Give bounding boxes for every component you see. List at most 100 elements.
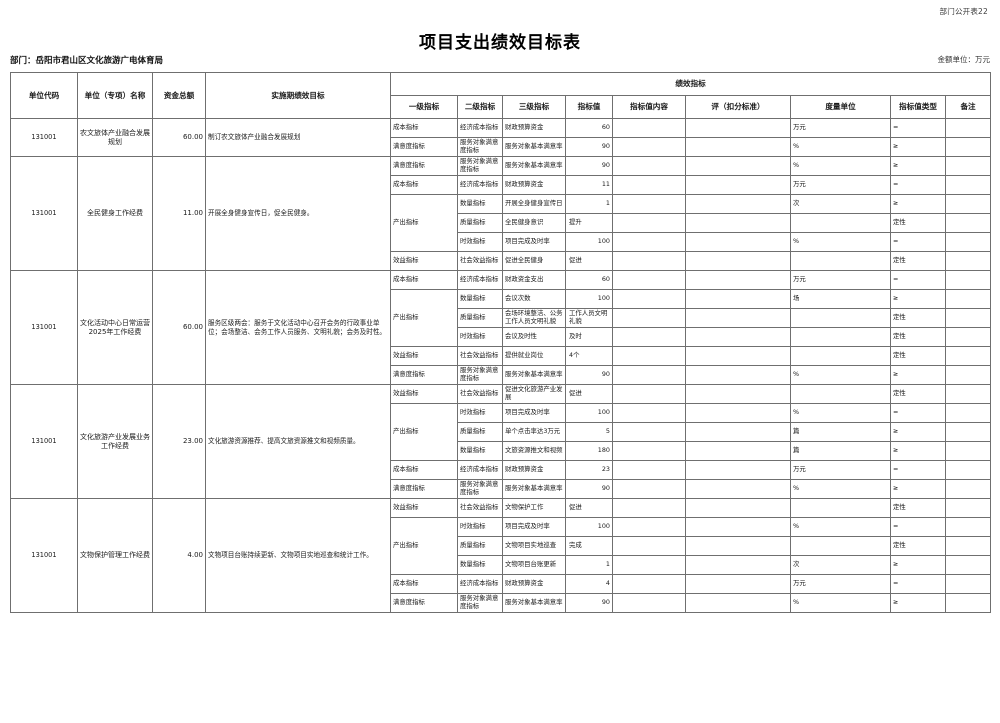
cell-remark	[944, 365, 992, 385]
cell-level2: 时效指标	[457, 232, 503, 252]
cell-indicator-value: 60	[565, 270, 613, 290]
cell-score-standard	[685, 213, 791, 233]
cell-level3: 服务对象基本满意率	[502, 137, 566, 157]
cell-level1: 效益指标	[390, 346, 458, 366]
col-level3: 三级指标	[502, 95, 566, 119]
table-row: 满意度指标 服务对象满意度指标 服务对象基本满意率 90% ≥	[11, 479, 992, 499]
cell-level3: 财政预算资金	[502, 175, 566, 195]
cell-remark	[944, 441, 992, 461]
table-row: 131001 文物保护管理工作经费 4.00 文物项目台账持续更新、文物项目实地巡查和…	[10, 498, 992, 613]
cell-level1: 效益指标	[390, 384, 458, 404]
cell-level3: 服务对象基本满意率	[502, 365, 566, 385]
col-score-standard: 评（扣分标准）	[685, 95, 791, 119]
cell-level2: 社会效益指标	[457, 251, 503, 271]
cell-level3: 服务对象基本满意率	[502, 593, 566, 613]
cell-level1: 成本指标	[390, 118, 458, 138]
cell-unit-code: 131001	[10, 498, 78, 613]
table-row: 131001 全民健身工作经费 11.00 开展全身健身宣传日，促全民健身。 满意度指标…	[10, 156, 992, 271]
cell-level1: 效益指标	[390, 251, 458, 271]
cell-level3: 文物项目台账更新	[502, 555, 566, 575]
cell-indicator-content	[612, 593, 686, 613]
cell-level2: 社会效益指标	[457, 498, 503, 518]
cell-indicator-value: 90	[565, 593, 613, 613]
cell-score-standard	[685, 536, 791, 556]
cell-indicator-content	[612, 175, 686, 195]
cell-indicator-value: 100	[565, 517, 613, 537]
cell-score-standard	[685, 574, 791, 594]
cell-indicator-content	[612, 137, 686, 157]
table-row: 质量指标 单个点击率达3万元 5 篇 ≥	[11, 422, 992, 442]
cell-indicator-value: 促进	[565, 498, 613, 518]
cell-level2: 质量指标	[457, 213, 503, 233]
cell-level3: 财政预算资金	[502, 460, 566, 480]
cell-value-type: 定性	[890, 498, 946, 518]
cell-indicator-value: 工作人员文明礼貌	[565, 308, 613, 328]
cell-value-type: ≥	[890, 289, 946, 309]
cell-measure-unit	[790, 308, 891, 328]
cell-level3: 文物项目实地巡查	[502, 536, 566, 556]
cell-value-type: 定性	[890, 308, 946, 328]
table-body: 131001 农文旅体产业融合发展规划 60.00 制订农文旅体产业融合发展规划 成本指…	[10, 118, 992, 613]
cell-period-goal: 服务区级两会：服务于文化活动中心召开会务的行政事业单位；会场整洁、会务工作人员服…	[205, 270, 391, 385]
cell-score-standard	[685, 460, 791, 480]
cell-value-type: 定性	[890, 384, 946, 404]
cell-indicator-value: 4个	[565, 346, 613, 366]
cell-value-type: =	[890, 517, 946, 537]
department-label: 部门：岳阳市君山区文化旅游广电体育局	[10, 56, 164, 66]
col-measure-unit: 度量单位	[790, 95, 891, 119]
cell-level2: 时效指标	[457, 327, 503, 347]
cell-level2: 服务对象满意度指标	[457, 365, 503, 385]
cell-score-standard	[685, 327, 791, 347]
cell-indicator-content	[612, 441, 686, 461]
cell-remark	[944, 194, 992, 214]
cell-level3: 项目完成及时率	[502, 232, 566, 252]
cell-level3: 会场环境整洁、公务工作人员文明礼貌	[502, 308, 566, 328]
cell-indicator-content	[612, 308, 686, 328]
cell-value-type: ≥	[890, 194, 946, 214]
cell-level1: 满意度指标	[390, 365, 458, 385]
cell-value-type: 定性	[890, 213, 946, 233]
cell-measure-unit: 次	[790, 194, 891, 214]
cell-level3: 服务对象基本满意率	[502, 479, 566, 499]
cell-level2: 时效指标	[457, 403, 503, 423]
cell-value-type: ≥	[890, 441, 946, 461]
cell-measure-unit: 场	[790, 289, 891, 309]
cell-indicator-value: 60	[565, 118, 613, 138]
cell-score-standard	[685, 498, 791, 518]
table-row: 时效指标 会议及时性 及时 定性	[11, 327, 992, 347]
cell-level3: 开展全身健身宣传日	[502, 194, 566, 214]
col-indicator-content: 指标值内容	[612, 95, 686, 119]
cell-level3: 财政资金支出	[502, 270, 566, 290]
table-row: 产出指标 数量指标 会议次数 100 场 ≥	[11, 289, 992, 347]
cell-measure-unit	[790, 498, 891, 518]
cell-level2: 经济成本指标	[457, 175, 503, 195]
cell-measure-unit: 万元	[790, 270, 891, 290]
cell-measure-unit	[790, 384, 891, 404]
cell-value-type: =	[890, 175, 946, 195]
cell-unit-code: 131001	[10, 156, 78, 271]
cell-value-type: ≥	[890, 555, 946, 575]
cell-indicator-content	[612, 498, 686, 518]
cell-fund-total: 60.00	[152, 118, 206, 157]
cell-score-standard	[685, 593, 791, 613]
cell-measure-unit: 万元	[790, 175, 891, 195]
col-period-goal: 实施期绩效目标	[205, 72, 391, 119]
cell-indicator-value: 90	[565, 365, 613, 385]
cell-indicator-content	[612, 460, 686, 480]
cell-remark	[944, 232, 992, 252]
cell-measure-unit: %	[790, 137, 891, 157]
cell-indicator-value: 促进	[565, 251, 613, 271]
cell-indicator-value: 23	[565, 460, 613, 480]
cell-indicator-content	[612, 517, 686, 537]
table-row: 时效指标 项目完成及时率 100% =	[11, 232, 992, 252]
cell-level1: 成本指标	[390, 270, 458, 290]
cell-remark	[944, 555, 992, 575]
cell-indicator-content	[612, 384, 686, 404]
cell-value-type: =	[890, 403, 946, 423]
cell-score-standard	[685, 289, 791, 309]
cell-period-goal: 文化旅游资源推荐、提高文旅资源推文和视频质量。	[205, 384, 391, 499]
cell-period-goal: 开展全身健身宣传日，促全民健身。	[205, 156, 391, 271]
cell-remark	[944, 156, 992, 176]
col-level2: 二级指标	[457, 95, 503, 119]
